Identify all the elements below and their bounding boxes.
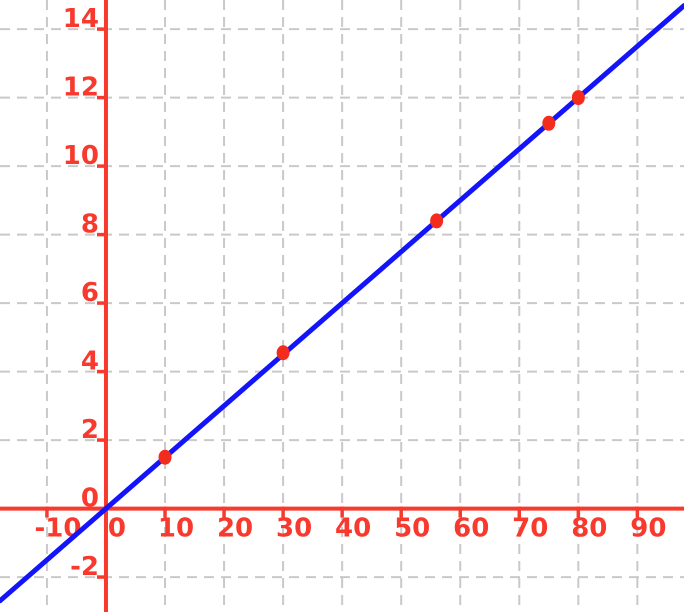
data-point [430, 213, 444, 229]
x-tick-label: 0 [108, 514, 126, 544]
x-tick-label: 60 [453, 514, 489, 544]
y-tick-label: -2 [70, 552, 99, 582]
y-tick-label: 12 [63, 73, 99, 103]
x-tick-label: 10 [158, 514, 194, 544]
data-point [276, 345, 290, 361]
y-tick-label: 0 [81, 484, 99, 514]
y-tick-label: 10 [63, 141, 99, 171]
x-tick-label: 30 [276, 514, 312, 544]
y-tick-label: 14 [63, 4, 99, 34]
y-tick-label: 6 [81, 278, 99, 308]
y-tick-label: 2 [81, 415, 99, 445]
y-tick-label: 4 [81, 347, 99, 377]
x-tick-label: 20 [217, 514, 253, 544]
trend-line [0, 3, 684, 604]
data-point [571, 90, 585, 106]
x-tick-label: 50 [394, 514, 430, 544]
y-tick-label: 8 [81, 210, 99, 240]
x-tick-label: 40 [335, 514, 371, 544]
data-point [542, 115, 556, 131]
x-tick-label: 90 [630, 514, 666, 544]
x-tick-label: 80 [571, 514, 607, 544]
x-tick-label: 70 [512, 514, 548, 544]
data-point [158, 449, 172, 465]
